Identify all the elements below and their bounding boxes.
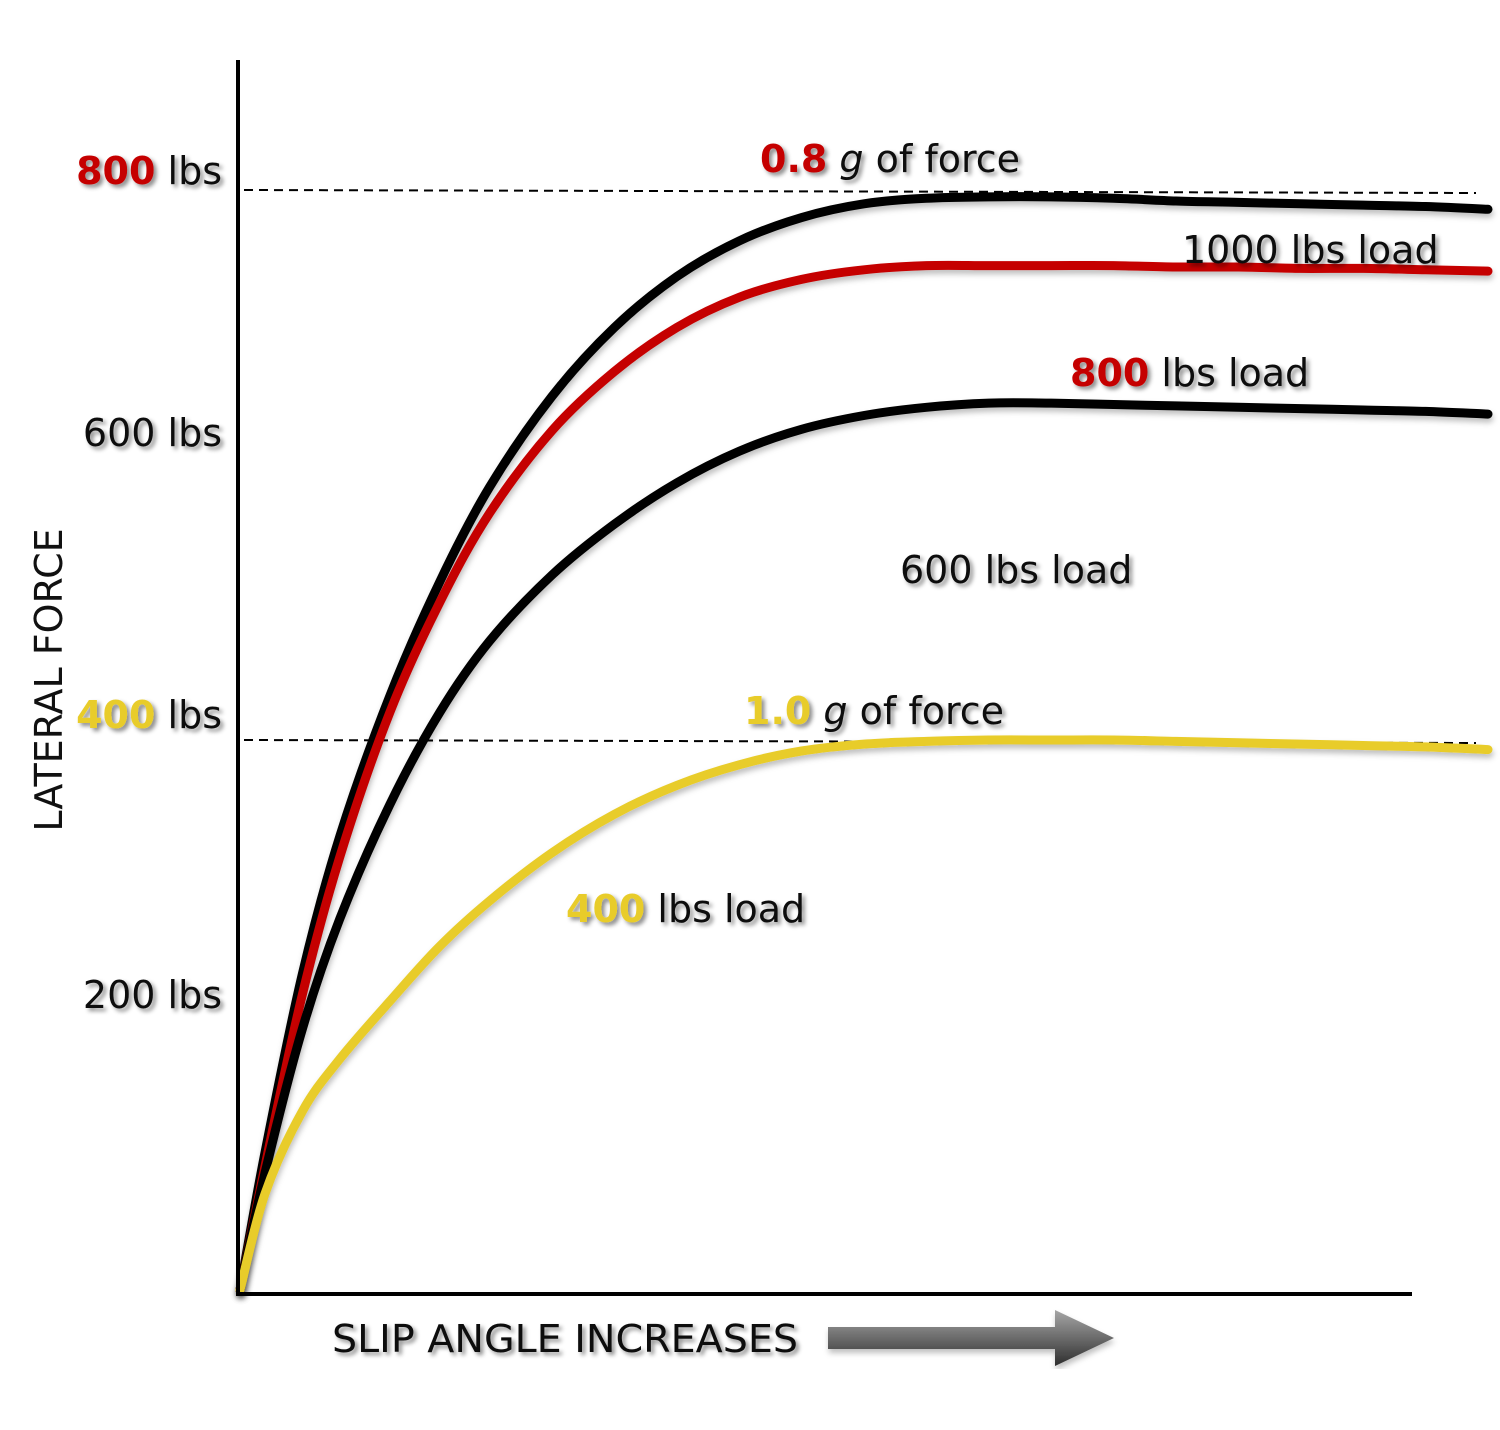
reference-label-0-8g: 0.8 g of force bbox=[760, 137, 1020, 181]
series-labels: 1000 lbs load 800 lbs load 600 lbs load 400… bbox=[566, 228, 1439, 931]
series-label-600-lbs-load: 600 lbs load bbox=[900, 548, 1132, 592]
gradient-right-arrow-icon bbox=[828, 1310, 1114, 1366]
series-label-1000-lbs-load: 1000 lbs load bbox=[1182, 228, 1439, 272]
series-line-600-lbs bbox=[235, 398, 1493, 1295]
reference-label-1-0g: 1.0 g of force bbox=[744, 689, 1004, 733]
series-line-1000-lbs bbox=[235, 192, 1493, 1295]
y-tick-label-600: 600 lbs bbox=[83, 411, 222, 455]
y-tick-label-400: 400 lbs bbox=[76, 693, 222, 737]
series-label-400-lbs-load: 400 lbs load bbox=[566, 887, 805, 931]
reference-line-0-8g bbox=[243, 189, 1477, 194]
axes bbox=[236, 60, 1412, 1296]
reference-line-labels: 0.8 g of force 1.0 g of force bbox=[744, 137, 1020, 733]
y-tick-label-800: 800 lbs bbox=[76, 149, 222, 193]
series-line-800-lbs bbox=[235, 260, 1493, 1295]
series-lines bbox=[235, 192, 1493, 1295]
series-line-400-lbs bbox=[235, 735, 1493, 1295]
x-axis-label: SLIP ANGLE INCREASES bbox=[332, 1317, 798, 1361]
y-tick-labels: 200 lbs 400 lbs 600 lbs 800 lbs bbox=[76, 149, 222, 1017]
y-tick-label-200: 200 lbs bbox=[83, 973, 222, 1017]
series-label-800-lbs-load: 800 lbs load bbox=[1070, 351, 1309, 395]
y-axis-label: LATERAL FORCE bbox=[27, 528, 71, 831]
